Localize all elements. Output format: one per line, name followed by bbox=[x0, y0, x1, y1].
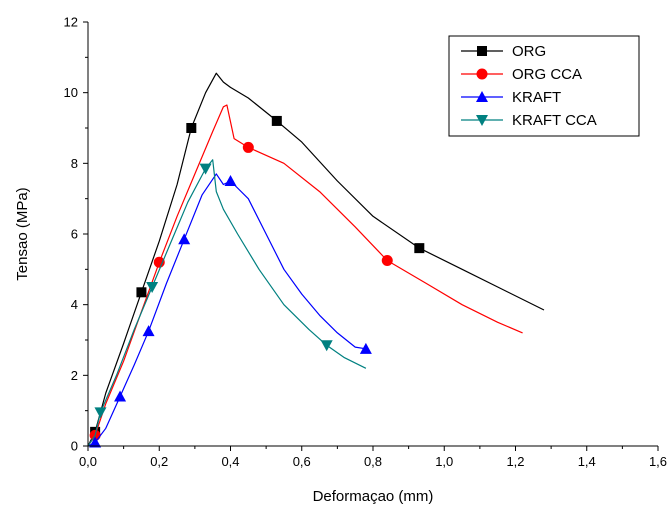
series-line bbox=[87, 72, 545, 447]
series-kraft-cca bbox=[87, 159, 367, 447]
x-tick-label: 1,2 bbox=[506, 454, 524, 469]
y-tick-label: 2 bbox=[71, 368, 78, 383]
x-tick-label: 0,0 bbox=[79, 454, 97, 469]
legend-marker bbox=[476, 91, 488, 102]
x-tick-label: 1,4 bbox=[578, 454, 596, 469]
data-point bbox=[89, 436, 102, 448]
x-tick-label: 0,4 bbox=[221, 454, 239, 469]
data-point bbox=[271, 115, 282, 126]
y-tick-label: 6 bbox=[71, 227, 78, 242]
series-line bbox=[87, 159, 367, 447]
data-point bbox=[94, 407, 107, 419]
data-point bbox=[178, 233, 191, 245]
data-point bbox=[224, 175, 237, 186]
series-layer bbox=[87, 72, 545, 448]
legend: ORG ORG CCA KRAFT KRAFT CCA bbox=[448, 35, 640, 137]
y-tick-label: 0 bbox=[71, 439, 78, 454]
data-point bbox=[146, 282, 159, 293]
data-point bbox=[359, 342, 372, 354]
data-point bbox=[199, 163, 212, 175]
y-tick-label: 12 bbox=[64, 15, 78, 30]
data-point bbox=[414, 243, 425, 254]
series-line bbox=[87, 104, 523, 447]
series-line bbox=[87, 173, 366, 447]
series-org-cca bbox=[87, 104, 523, 447]
legend-label: ORG CCA bbox=[512, 66, 582, 83]
data-point bbox=[142, 325, 155, 337]
y-tick-label: 4 bbox=[71, 297, 78, 312]
data-point bbox=[320, 340, 333, 352]
x-tick-label: 0,8 bbox=[364, 454, 382, 469]
legend-marker bbox=[476, 68, 488, 80]
series-kraft bbox=[87, 173, 372, 448]
legend-entry: ORG CCA bbox=[461, 66, 582, 83]
legend-entry: KRAFT bbox=[461, 89, 561, 106]
y-tick-label: 8 bbox=[71, 156, 78, 171]
x-tick-label: 0,2 bbox=[150, 454, 168, 469]
legend-label: KRAFT CCA bbox=[512, 112, 597, 129]
data-point bbox=[114, 390, 127, 402]
legend-label: ORG bbox=[512, 43, 546, 60]
x-tick-label: 1,0 bbox=[435, 454, 453, 469]
data-point bbox=[242, 141, 254, 153]
legend-label: KRAFT bbox=[512, 89, 561, 106]
data-point bbox=[381, 255, 393, 266]
legend-entry: ORG bbox=[461, 43, 546, 60]
data-point bbox=[136, 287, 147, 298]
data-point bbox=[153, 256, 165, 268]
legend-marker bbox=[477, 46, 487, 56]
x-tick-label: 1,6 bbox=[649, 454, 667, 469]
y-axis-title: Tensao (MPa) bbox=[14, 187, 31, 280]
x-tick-label: 0,6 bbox=[293, 454, 311, 469]
data-point bbox=[186, 123, 197, 133]
axes: 0,0 0,2 0,4 0,6 0,8 1,0 1,2 1,4 1,6 0 2 4 6 8 10 12 bbox=[64, 15, 668, 470]
x-axis-title: Deformaçao (mm) bbox=[313, 488, 434, 505]
legend-entry: KRAFT CCA bbox=[461, 112, 597, 129]
y-tick-label: 10 bbox=[64, 85, 78, 100]
legend-marker bbox=[476, 115, 488, 126]
